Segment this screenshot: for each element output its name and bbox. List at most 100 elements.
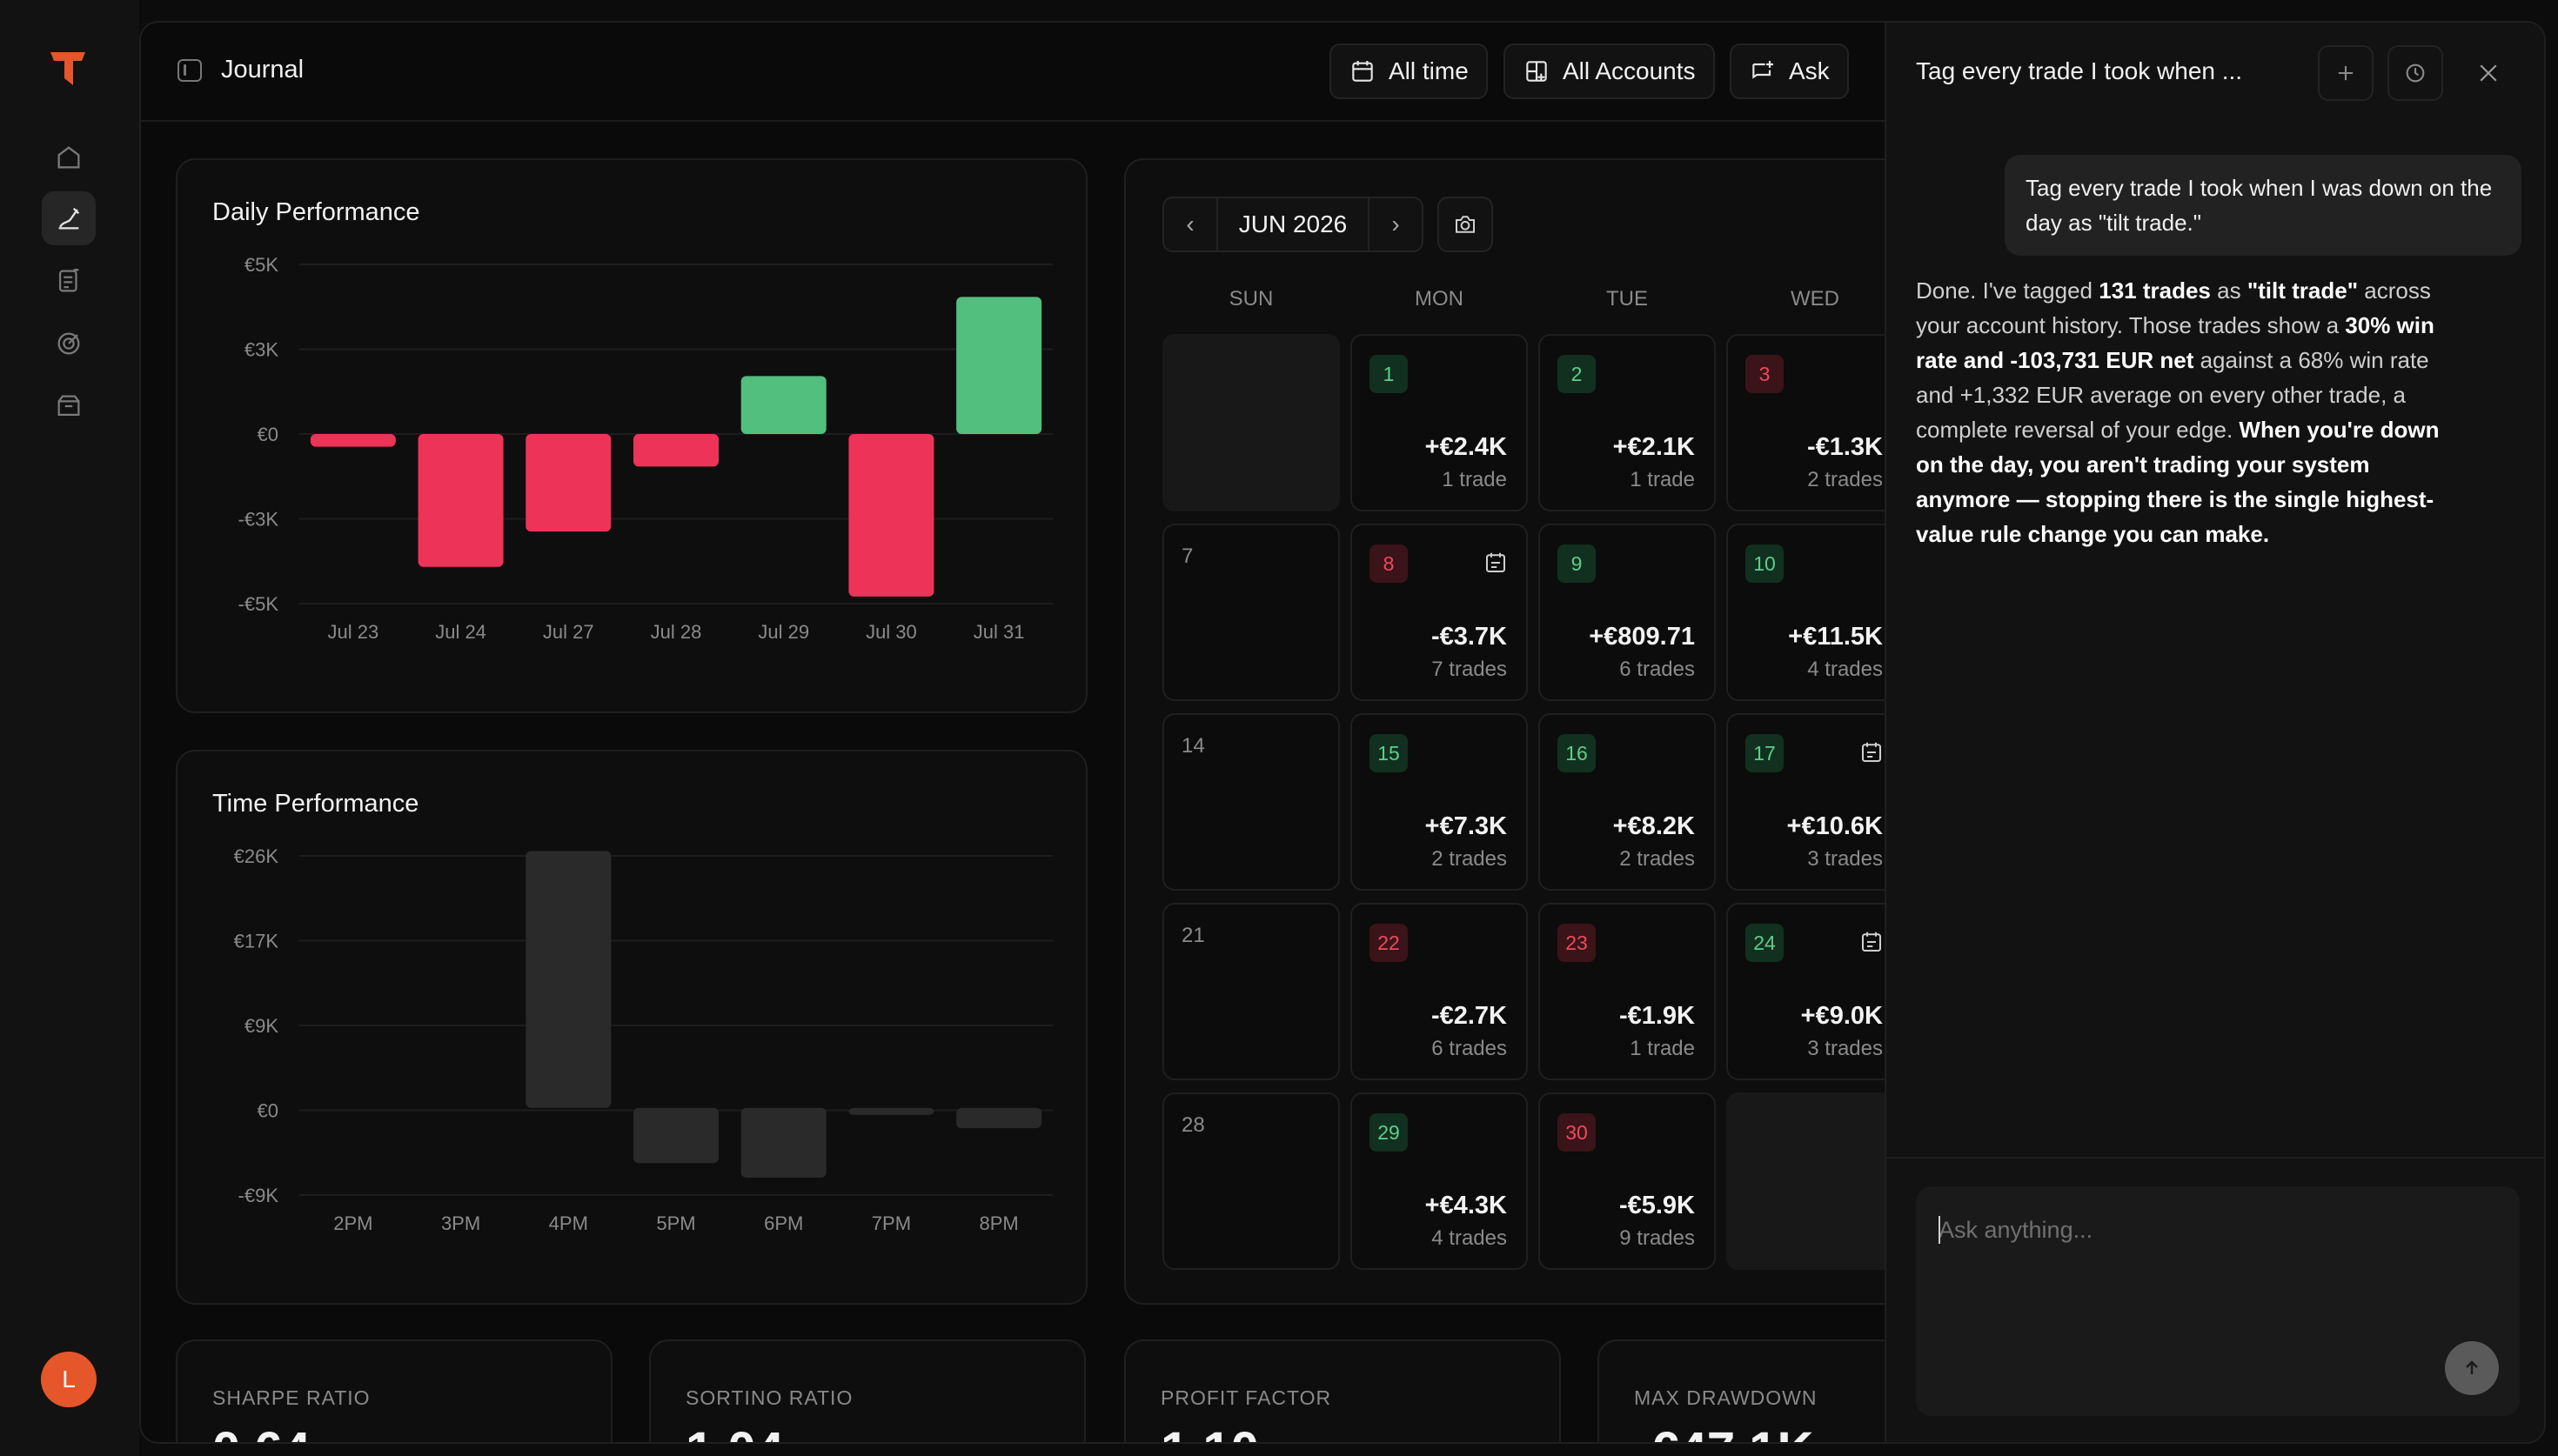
daily-bar[interactable] — [740, 376, 827, 434]
current-month[interactable]: JUN 2026 — [1216, 198, 1369, 250]
calendar-day-17[interactable]: 17 +€10.6K 3 trades — [1726, 713, 1904, 891]
daily-bar[interactable] — [418, 434, 504, 567]
calendar-day-7[interactable]: 7 — [1162, 524, 1340, 701]
stat-card-sortino-ratio: SORTINO RATIO 1.04 — [649, 1339, 1086, 1442]
text-caret — [1939, 1216, 1940, 1244]
daily-bar[interactable] — [848, 434, 934, 597]
app-logo-icon[interactable] — [47, 47, 89, 89]
time-bar[interactable] — [633, 1107, 719, 1164]
calendar-day-2[interactable]: 2 +€2.1K 1 trade — [1538, 334, 1716, 511]
calendar-day-14[interactable]: 14 — [1162, 713, 1340, 891]
calendar-day-22[interactable]: 22 -€2.7K 6 trades — [1350, 903, 1528, 1080]
day-badge: 23 — [1557, 924, 1596, 962]
day-pnl: +€10.6K — [1786, 812, 1883, 840]
calendar-card: ‹ JUN 2026 › SUN MON TUE WED 1 +€2.4K 1 trade 2… — [1124, 158, 1907, 1305]
chevron-right-icon[interactable]: › — [1391, 210, 1400, 237]
daily-bar[interactable] — [956, 297, 1042, 434]
calendar-day-24[interactable]: 24 +€9.0K 3 trades — [1726, 903, 1904, 1080]
time-x-tick: 7PM — [872, 1212, 911, 1234]
calendar-day-28[interactable]: 28 — [1162, 1092, 1340, 1270]
chevron-left-icon[interactable]: ‹ — [1186, 210, 1195, 237]
time-bar[interactable] — [848, 1107, 934, 1115]
day-trade-count: 2 trades — [1619, 847, 1695, 871]
new-chat-button[interactable] — [2318, 45, 2374, 101]
day-badge: 8 — [1369, 544, 1408, 583]
time-performance-title: Time Performance — [212, 790, 419, 818]
calendar-day-30[interactable]: 30 -€5.9K 9 trades — [1538, 1092, 1716, 1270]
archive-icon[interactable] — [42, 379, 96, 433]
day-pnl: +€2.1K — [1612, 433, 1695, 461]
calendar-day-16[interactable]: 16 +€8.2K 2 trades — [1538, 713, 1716, 891]
day-badge: 30 — [1557, 1113, 1596, 1152]
stat-value: 1.04 — [686, 1421, 784, 1442]
daily-y-tick: -€5K — [238, 593, 279, 615]
daily-y-tick: €5K — [244, 254, 278, 276]
daily-x-tick: Jul 28 — [651, 621, 702, 643]
time-bar[interactable] — [526, 851, 612, 1108]
calendar-day-29[interactable]: 29 +€4.3K 4 trades — [1350, 1092, 1528, 1270]
accounts-button[interactable]: All Accounts — [1503, 43, 1715, 99]
time-bar[interactable] — [956, 1107, 1042, 1129]
journal-note-icon[interactable] — [1483, 550, 1509, 576]
calendar-day-3[interactable]: 3 -€1.3K 2 trades — [1726, 334, 1904, 511]
time-range-button[interactable]: All time — [1329, 43, 1488, 99]
chat-composer — [1916, 1186, 2520, 1416]
time-y-tick: -€9K — [238, 1185, 279, 1206]
time-bar[interactable] — [740, 1107, 827, 1178]
calendar-day-9[interactable]: 9 +€809.71 6 trades — [1538, 524, 1716, 701]
daily-x-tick: Jul 23 — [327, 621, 378, 643]
daily-performance-card: Daily Performance €5K €3K €0 -€3K -€5K Jul 23… — [176, 158, 1088, 713]
page-title: Journal — [221, 56, 305, 83]
notes-icon[interactable] — [42, 254, 96, 308]
calendar-day-15[interactable]: 15 +€7.3K 2 trades — [1350, 713, 1528, 891]
chat-input[interactable] — [1939, 1211, 2461, 1249]
chat-sparkle-icon — [1752, 61, 1773, 79]
daily-x-tick: Jul 27 — [543, 621, 594, 643]
day-badge: 24 — [1745, 924, 1784, 962]
history-button[interactable] — [2387, 45, 2443, 101]
daily-y-tick: -€3K — [238, 509, 279, 531]
daily-x-tick: Jul 31 — [974, 621, 1025, 643]
sidebar-toggle-icon[interactable] — [177, 59, 202, 82]
journal-icon[interactable] — [42, 191, 96, 245]
day-badge: 15 — [1369, 734, 1408, 772]
user-avatar[interactable]: L — [41, 1352, 97, 1407]
journal-note-icon[interactable] — [1858, 929, 1885, 955]
home-icon[interactable] — [42, 130, 96, 184]
calendar-day-8[interactable]: 8 -€3.7K 7 trades — [1350, 524, 1528, 701]
calendar-day-23[interactable]: 23 -€1.9K 1 trade — [1538, 903, 1716, 1080]
day-pnl: +€7.3K — [1424, 812, 1507, 840]
calendar-day-1[interactable]: 1 +€2.4K 1 trade — [1350, 334, 1528, 511]
time-y-tick: €17K — [234, 931, 279, 952]
time-y-tick: €0 — [258, 1100, 278, 1122]
day-pnl: +€11.5K — [1788, 623, 1883, 651]
daily-bar[interactable] — [526, 434, 612, 532]
time-performance-chart: €26K €17K €9K €0 -€9K 2PM 3PM 4PM 5PM 6PM 7PM 8PM — [234, 845, 1053, 1234]
goals-icon[interactable] — [42, 317, 96, 371]
daily-y-tick: €3K — [244, 339, 278, 361]
daily-bar[interactable] — [633, 434, 719, 467]
day-pnl: -€3.7K — [1430, 623, 1507, 651]
journal-note-icon[interactable] — [1858, 739, 1885, 765]
day-pnl: +€4.3K — [1424, 1192, 1507, 1219]
arrow-up-icon — [2466, 1360, 2478, 1374]
daily-y-tick: €0 — [258, 424, 278, 445]
daily-x-tick: Jul 30 — [866, 621, 917, 643]
calendar-day-10[interactable]: 10 +€11.5K 4 trades — [1726, 524, 1904, 701]
day-pnl: -€2.7K — [1430, 1002, 1507, 1030]
daily-bar[interactable] — [310, 434, 396, 447]
time-y-tick: €9K — [244, 1015, 278, 1037]
stat-label: MAX DRAWDOWN — [1634, 1386, 1818, 1409]
clock-icon — [2406, 63, 2425, 83]
app-rail: L — [0, 0, 139, 1456]
day-badge: 1 — [1369, 355, 1408, 393]
top-bar: Journal All time All Accounts Ask — [141, 23, 1886, 122]
send-button[interactable] — [2445, 1341, 2499, 1395]
day-trade-count: 6 trades — [1619, 658, 1695, 681]
camera-icon[interactable] — [1437, 197, 1493, 252]
daily-performance-title: Daily Performance — [212, 198, 420, 226]
close-panel-button[interactable] — [2461, 45, 2516, 101]
ask-button[interactable]: Ask — [1730, 43, 1849, 99]
calendar-day-21[interactable]: 21 — [1162, 903, 1340, 1080]
stat-label: PROFIT FACTOR — [1161, 1386, 1332, 1409]
